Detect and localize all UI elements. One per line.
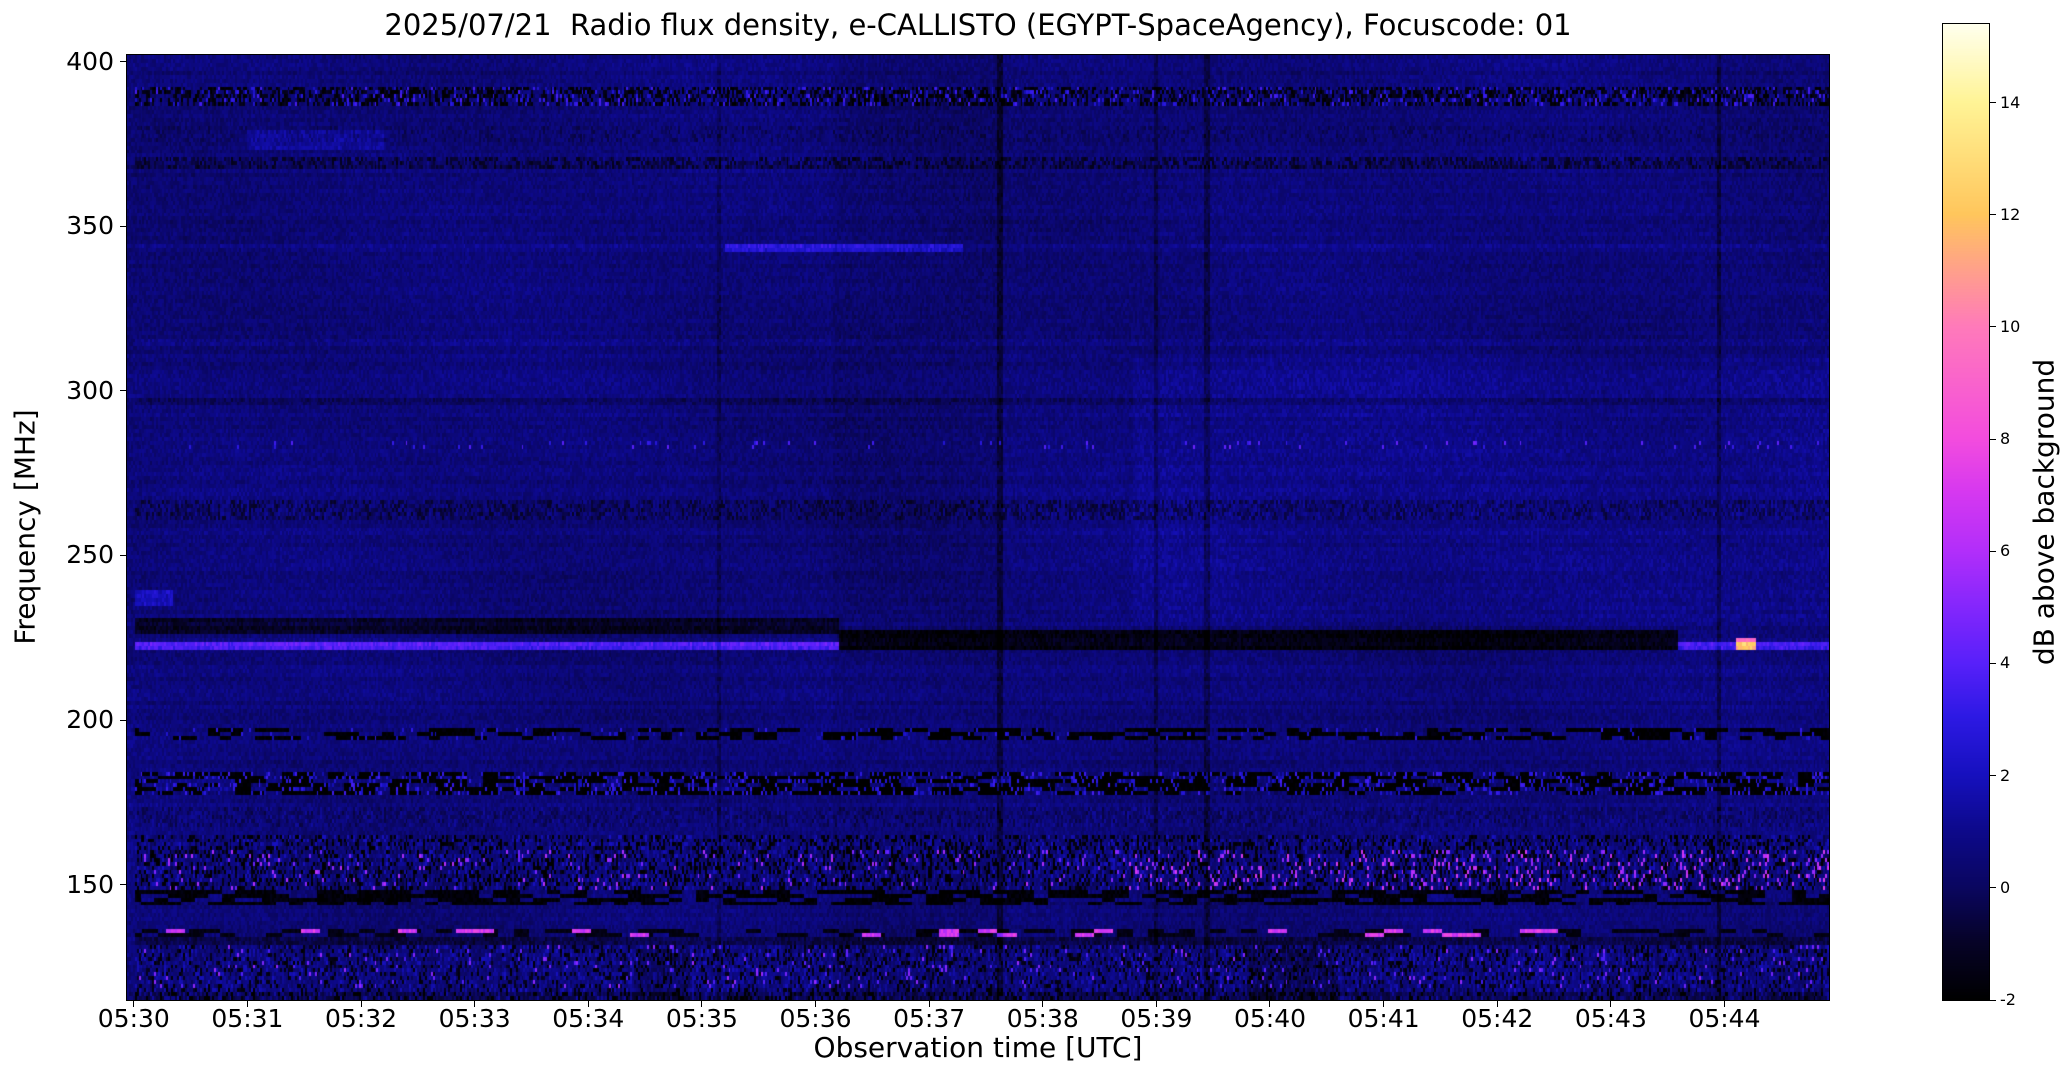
x-tick-label: 05:39 — [1120, 1004, 1193, 1033]
x-tick-mark — [1610, 1000, 1612, 1007]
colorbar-tick-label: 4 — [2000, 653, 2011, 673]
x-tick-mark — [1155, 1000, 1157, 1007]
colorbar-label: dB above background — [2028, 359, 2061, 665]
x-tick-label: 05:33 — [438, 1004, 511, 1033]
y-tick-label: 300 — [66, 375, 114, 405]
y-tick-label: 350 — [66, 211, 114, 241]
colorbar-tick-mark — [1990, 326, 1996, 328]
x-tick-mark — [474, 1000, 476, 1007]
colorbar-tick-label: 14 — [2000, 92, 2021, 112]
colorbar-gradient — [1943, 24, 1989, 1000]
colorbar-tick-mark — [1990, 102, 1996, 104]
colorbar-tick-mark — [1990, 550, 1996, 552]
x-tick-label: 05:42 — [1461, 1004, 1534, 1033]
x-tick-mark — [587, 1000, 589, 1007]
colorbar-tick-label: 2 — [2000, 765, 2011, 785]
colorbar-tick-label: -2 — [2000, 990, 2016, 1009]
chart-title: 2025/07/21 Radio flux density, e-CALLIST… — [384, 8, 1572, 42]
colorbar-tick-mark — [1990, 999, 1996, 1001]
x-tick-label: 05:41 — [1347, 1004, 1420, 1033]
colorbar-tick-mark — [1990, 887, 1996, 889]
colorbar-tick-mark — [1990, 438, 1996, 440]
y-tick-mark — [120, 884, 127, 886]
x-axis-label: Observation time [UTC] — [813, 1031, 1143, 1064]
colorbar-tick-mark — [1990, 214, 1996, 216]
y-tick-mark — [120, 61, 127, 63]
colorbar-label-text: dB above background — [2027, 358, 2061, 666]
x-tick-label: 05:32 — [325, 1004, 398, 1033]
colorbar-tick-label: 12 — [2000, 204, 2021, 224]
x-tick-mark — [1383, 1000, 1385, 1007]
x-tick-label: 05:40 — [1233, 1004, 1306, 1033]
colorbar-tick-mark — [1990, 662, 1996, 664]
x-tick-mark — [133, 1000, 135, 1007]
y-tick-mark — [120, 225, 127, 227]
x-tick-label: 05:30 — [97, 1004, 170, 1033]
x-tick-label: 05:44 — [1688, 1004, 1761, 1033]
x-tick-label: 05:34 — [552, 1004, 625, 1033]
x-tick-mark — [1723, 1000, 1725, 1007]
x-tick-mark — [1269, 1000, 1271, 1007]
colorbar-tick-label: 6 — [2000, 541, 2011, 561]
colorbar-tick-label: 8 — [2000, 429, 2011, 449]
colorbar-tick-mark — [1990, 775, 1996, 777]
x-tick-mark — [815, 1000, 817, 1007]
y-tick-mark — [120, 719, 127, 721]
x-tick-label: 05:35 — [665, 1004, 738, 1033]
x-tick-mark — [246, 1000, 248, 1007]
y-axis-label-text: Frequency [MHz] — [8, 409, 42, 645]
x-tick-label: 05:43 — [1574, 1004, 1647, 1033]
colorbar-tick-label: 0 — [2000, 877, 2011, 897]
y-axis-label: Frequency [MHz] — [9, 409, 42, 644]
x-tick-label: 05:38 — [1006, 1004, 1079, 1033]
x-tick-label: 05:31 — [211, 1004, 284, 1033]
x-tick-mark — [1496, 1000, 1498, 1007]
y-tick-label: 400 — [66, 46, 114, 76]
y-tick-mark — [120, 554, 127, 556]
spectrogram-heatmap — [127, 55, 1829, 1000]
y-tick-label: 250 — [66, 540, 114, 570]
y-tick-label: 150 — [66, 869, 114, 899]
y-tick-label: 200 — [66, 705, 114, 735]
colorbar-tick-label: 10 — [2000, 316, 2021, 336]
y-tick-mark — [120, 390, 127, 392]
x-tick-mark — [701, 1000, 703, 1007]
x-tick-mark — [360, 1000, 362, 1007]
x-tick-mark — [1042, 1000, 1044, 1007]
x-tick-label: 05:37 — [893, 1004, 966, 1033]
x-tick-label: 05:36 — [779, 1004, 852, 1033]
x-tick-mark — [928, 1000, 930, 1007]
